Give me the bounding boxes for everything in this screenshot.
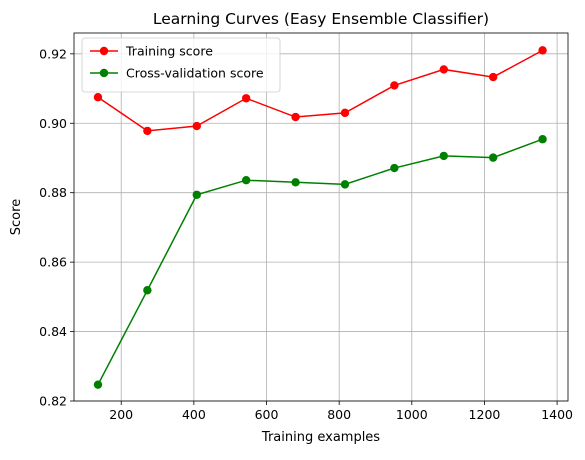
plot-frame (73, 32, 569, 402)
data-point (192, 190, 201, 199)
y-tick-label: 0.82 (39, 394, 67, 409)
data-point (340, 180, 350, 189)
legend-marker-swatch (99, 46, 109, 56)
data-point (291, 112, 300, 122)
legend-box (81, 37, 281, 93)
series-training-score (93, 46, 547, 136)
x-tick-label: 1200 (469, 407, 501, 422)
y-tick-label: 0.84 (39, 324, 67, 339)
x-axis-label: Training examples (261, 430, 380, 445)
series-cross-validation-score (93, 135, 547, 389)
x-tick-label: 1000 (396, 407, 428, 422)
series-layer (93, 46, 547, 389)
legend: Training score Cross-validation score (81, 37, 281, 93)
data-point (439, 65, 448, 74)
x-tick-label: 600 (255, 407, 279, 422)
x-tick-label: 200 (109, 407, 133, 422)
x-tick-label: 1400 (541, 407, 573, 422)
grid-layer (74, 33, 568, 402)
series-line (97, 138, 543, 386)
legend-item: Cross-validation score (90, 66, 264, 81)
legend-item: Training score (90, 44, 213, 59)
data-point (488, 153, 498, 162)
y-tick-label: 0.92 (39, 46, 67, 61)
data-point (93, 93, 103, 102)
data-point (538, 135, 547, 144)
y-tick-label: 0.88 (39, 185, 67, 200)
data-point (291, 178, 300, 187)
chart-title: Learning Curves (Easy Ensemble Classifie… (153, 10, 489, 28)
legend-marker-swatch (99, 68, 109, 78)
legend-items: Training score Cross-validation score (90, 44, 264, 81)
data-point (192, 121, 201, 131)
data-point (390, 81, 399, 90)
x-tick-label: 400 (182, 407, 206, 422)
y-tick-label: 0.90 (39, 116, 67, 131)
data-point (340, 108, 350, 118)
data-point (439, 151, 448, 161)
legend-label: Cross-validation score (126, 66, 264, 81)
data-point (143, 286, 152, 295)
data-point (241, 94, 251, 103)
data-point (143, 126, 152, 136)
series-line (97, 49, 543, 132)
y-tick-label: 0.86 (39, 255, 67, 270)
data-point (93, 380, 103, 389)
x-tick-label: 800 (327, 407, 351, 422)
data-point (390, 163, 399, 173)
data-point (538, 46, 547, 55)
ticks-layer: 200 400 600 800 1000 1200 1400 0.82 0.84 0.86 0.88… (39, 46, 573, 422)
data-point (241, 176, 251, 185)
legend-label: Training score (125, 44, 213, 59)
data-point (488, 72, 498, 82)
y-axis-label: Score (9, 199, 24, 235)
